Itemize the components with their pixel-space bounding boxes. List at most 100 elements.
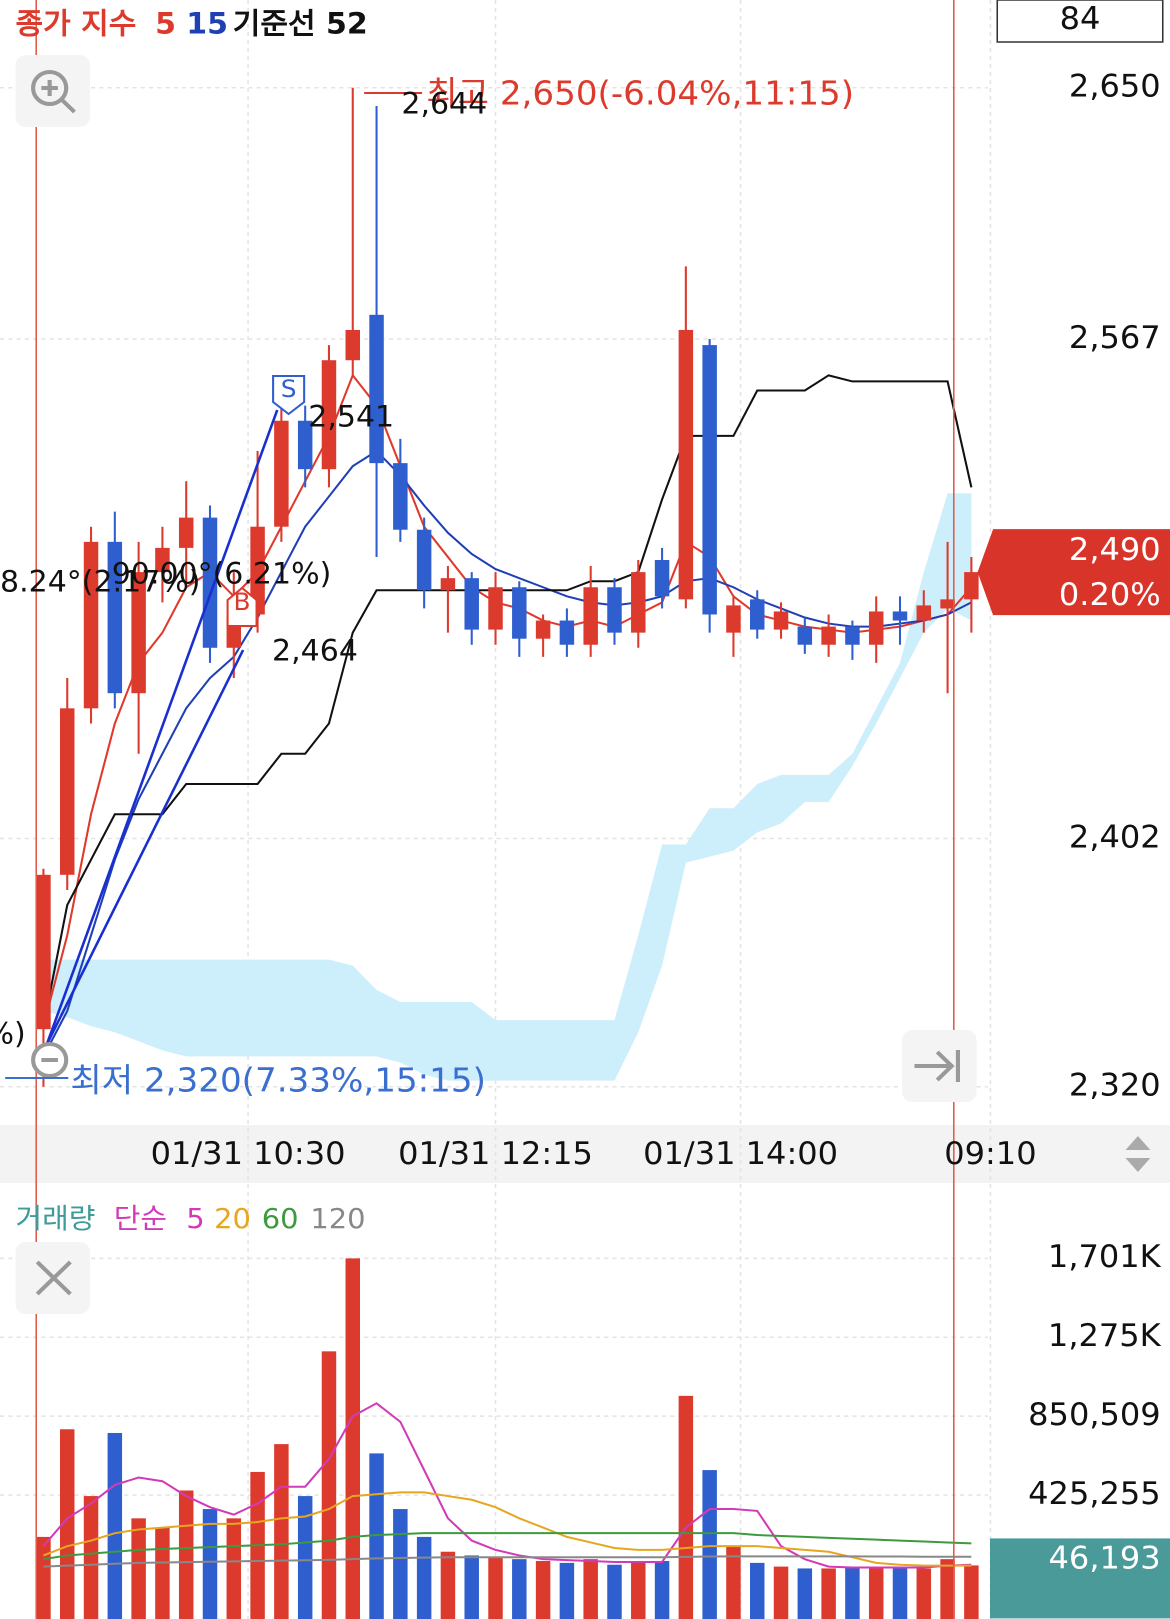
- volume-bar: [345, 1258, 360, 1619]
- current-change: 0.20%: [1059, 577, 1161, 612]
- y-tick-label: 2,567: [1069, 320, 1161, 355]
- legend-entry: 기준선 52: [233, 7, 368, 40]
- resize-handle[interactable]: [1125, 1136, 1151, 1172]
- candle-body: [36, 874, 51, 1030]
- current-price-tag: [977, 529, 1170, 616]
- candle-body: [488, 587, 503, 630]
- volume-bar: [821, 1568, 836, 1619]
- volume-bar: [559, 1562, 575, 1619]
- volume-bar: [464, 1555, 479, 1619]
- candle-body: [868, 611, 884, 645]
- candle-body: [654, 560, 670, 597]
- current-volume-tag: [990, 1538, 1170, 1619]
- candle-body: [535, 620, 551, 639]
- volume-bar: [773, 1566, 789, 1619]
- candle-body: [797, 626, 813, 645]
- legend-entry: 60: [262, 1202, 299, 1234]
- volume-bar: [155, 1527, 170, 1619]
- candle-body: [369, 314, 384, 464]
- x-axis-band: [0, 1125, 1170, 1183]
- candle-body: [60, 708, 75, 875]
- volume-bar: [83, 1496, 99, 1619]
- x-tick-label: 01/31 14:00: [643, 1136, 838, 1171]
- zoom-in-button[interactable]: [15, 55, 90, 127]
- candle-body: [845, 626, 860, 645]
- candle-body: [607, 587, 622, 633]
- candle-body: [321, 360, 337, 470]
- volume-bar: [726, 1546, 741, 1619]
- current-volume: 46,193: [1049, 1541, 1161, 1576]
- candle-body: [726, 605, 741, 633]
- high-annotation: 최고 2,650(-6.04%,11:15): [426, 74, 854, 112]
- trend-line: [45, 409, 279, 1046]
- volume-bar: [393, 1509, 408, 1619]
- price-annotation: 2,541: [308, 400, 394, 433]
- angle-annotation: 8.24°(2.17%): [0, 565, 200, 598]
- volume-bar: [916, 1568, 932, 1619]
- candle-body: [773, 611, 789, 630]
- y-tick-label: 2,402: [1069, 820, 1161, 855]
- x-tick-label: 01/31 10:30: [151, 1136, 346, 1171]
- sell-marker: [272, 375, 306, 416]
- close-icon: [35, 1260, 72, 1296]
- zoom-in-icon: [41, 80, 76, 114]
- legend-title: 거래량: [16, 1202, 96, 1234]
- volume-bar: [892, 1566, 908, 1619]
- legend-entry: 20: [214, 1202, 251, 1234]
- volume-bar: [488, 1557, 503, 1619]
- current-price: 2,490: [1069, 532, 1161, 567]
- buy-marker: [226, 586, 258, 627]
- ma-line: [42, 1402, 972, 1569]
- candle-body: [512, 587, 527, 639]
- overlay: 2,650 2,567 2,402 2,320 1,701K 1,275K 850,509 4…: [151, 69, 1170, 1619]
- ma-line: [43, 1491, 972, 1567]
- candle-body: [678, 329, 694, 600]
- volume-bar: [678, 1395, 694, 1619]
- volume-bar: [750, 1562, 765, 1619]
- x-tick-label: 01/31 12:15: [398, 1136, 593, 1171]
- volume-bar: [321, 1351, 337, 1619]
- y-tick-label: 1,701K: [1048, 1240, 1162, 1275]
- legend-entry: 120: [310, 1202, 365, 1234]
- legend-entry: 5: [155, 7, 176, 40]
- candle-body: [916, 605, 932, 621]
- value-box: [996, 0, 1164, 43]
- volume-bar: [583, 1559, 598, 1619]
- x-tick-label: 09:10: [944, 1136, 1036, 1171]
- volume-bar: [416, 1536, 432, 1619]
- candle-body: [821, 626, 836, 645]
- volume-bar: [107, 1432, 123, 1619]
- candle-body: [892, 611, 908, 621]
- volume-bar: [297, 1496, 313, 1619]
- legend-entry: 15: [186, 7, 228, 40]
- volume-bar: [964, 1565, 979, 1619]
- candle-body: [559, 620, 575, 645]
- volume-bar: [226, 1518, 242, 1619]
- legend-entry: 5: [186, 1202, 204, 1234]
- ma-line: [42, 449, 972, 1057]
- ma-line: [43, 1532, 972, 1561]
- buy-marker-text: B: [234, 587, 251, 616]
- volume-bar: [535, 1561, 551, 1619]
- candle-body: [155, 547, 170, 573]
- candle-body: [416, 529, 432, 591]
- ma-line: [42, 374, 973, 1027]
- volume-bar: [60, 1429, 75, 1619]
- angle-annotation: %): [0, 1017, 26, 1050]
- volume-bar: [845, 1566, 860, 1619]
- legend-title: 종가 지수: [16, 7, 137, 40]
- candle-body: [964, 572, 979, 600]
- volume-bar: [131, 1518, 146, 1619]
- scroll-end-icon: [914, 1050, 961, 1082]
- candle-body: [250, 526, 265, 615]
- candle-body: [702, 345, 717, 615]
- candle-body: [440, 578, 456, 591]
- ma-line: [42, 373, 973, 1027]
- y-tick-label: 2,320: [1069, 1068, 1161, 1103]
- y-tick-label: 1,275K: [1048, 1319, 1162, 1354]
- candle-body: [940, 599, 955, 609]
- candle-body: [464, 578, 479, 630]
- price-annotation: 2,644: [401, 87, 487, 120]
- ma-line: [43, 1555, 972, 1568]
